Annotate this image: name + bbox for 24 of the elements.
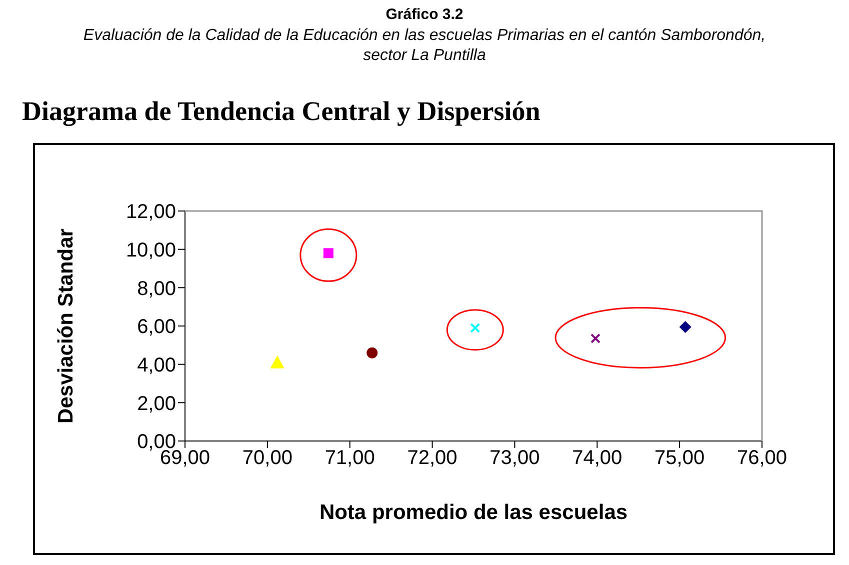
y-tick-label: 2,00	[137, 392, 176, 415]
point	[323, 248, 334, 258]
text: Diagrama de Tendencia Central y Dispersión	[22, 96, 540, 127]
y-tick-label: 6,00	[137, 316, 176, 338]
point	[270, 355, 284, 368]
point	[590, 333, 600, 344]
x-tick-label: 71,00	[324, 447, 375, 470]
y-tick-label: 8,00	[137, 278, 176, 300]
y-axis-title: Desviación Standar	[54, 228, 78, 424]
point	[679, 320, 692, 333]
x-tick-label: 75,00	[654, 447, 705, 470]
y-tick-label: 10,00	[126, 239, 176, 262]
x-tick-label: 73,00	[490, 447, 540, 470]
y-tick-label: 12,00	[126, 201, 176, 224]
x-tick-label: 72,00	[407, 447, 458, 470]
x-tick-label: 76,00	[736, 447, 788, 470]
point	[366, 347, 378, 358]
chart-title: Gráfico 3.2	[384, 6, 464, 23]
point	[470, 322, 480, 333]
x-tick-label: 74,00	[572, 447, 622, 470]
x-axis-title: Nota promedio de las escuelas	[319, 501, 628, 524]
y-tick-label: 4,00	[137, 354, 176, 376]
chart-subtitle: Evaluación de la Calidad de la Educación en las escuelas Primarias en el cantón Samborondón, sector La Puntilla	[82, 26, 767, 66]
x-tick-label: 70,00	[242, 447, 292, 470]
